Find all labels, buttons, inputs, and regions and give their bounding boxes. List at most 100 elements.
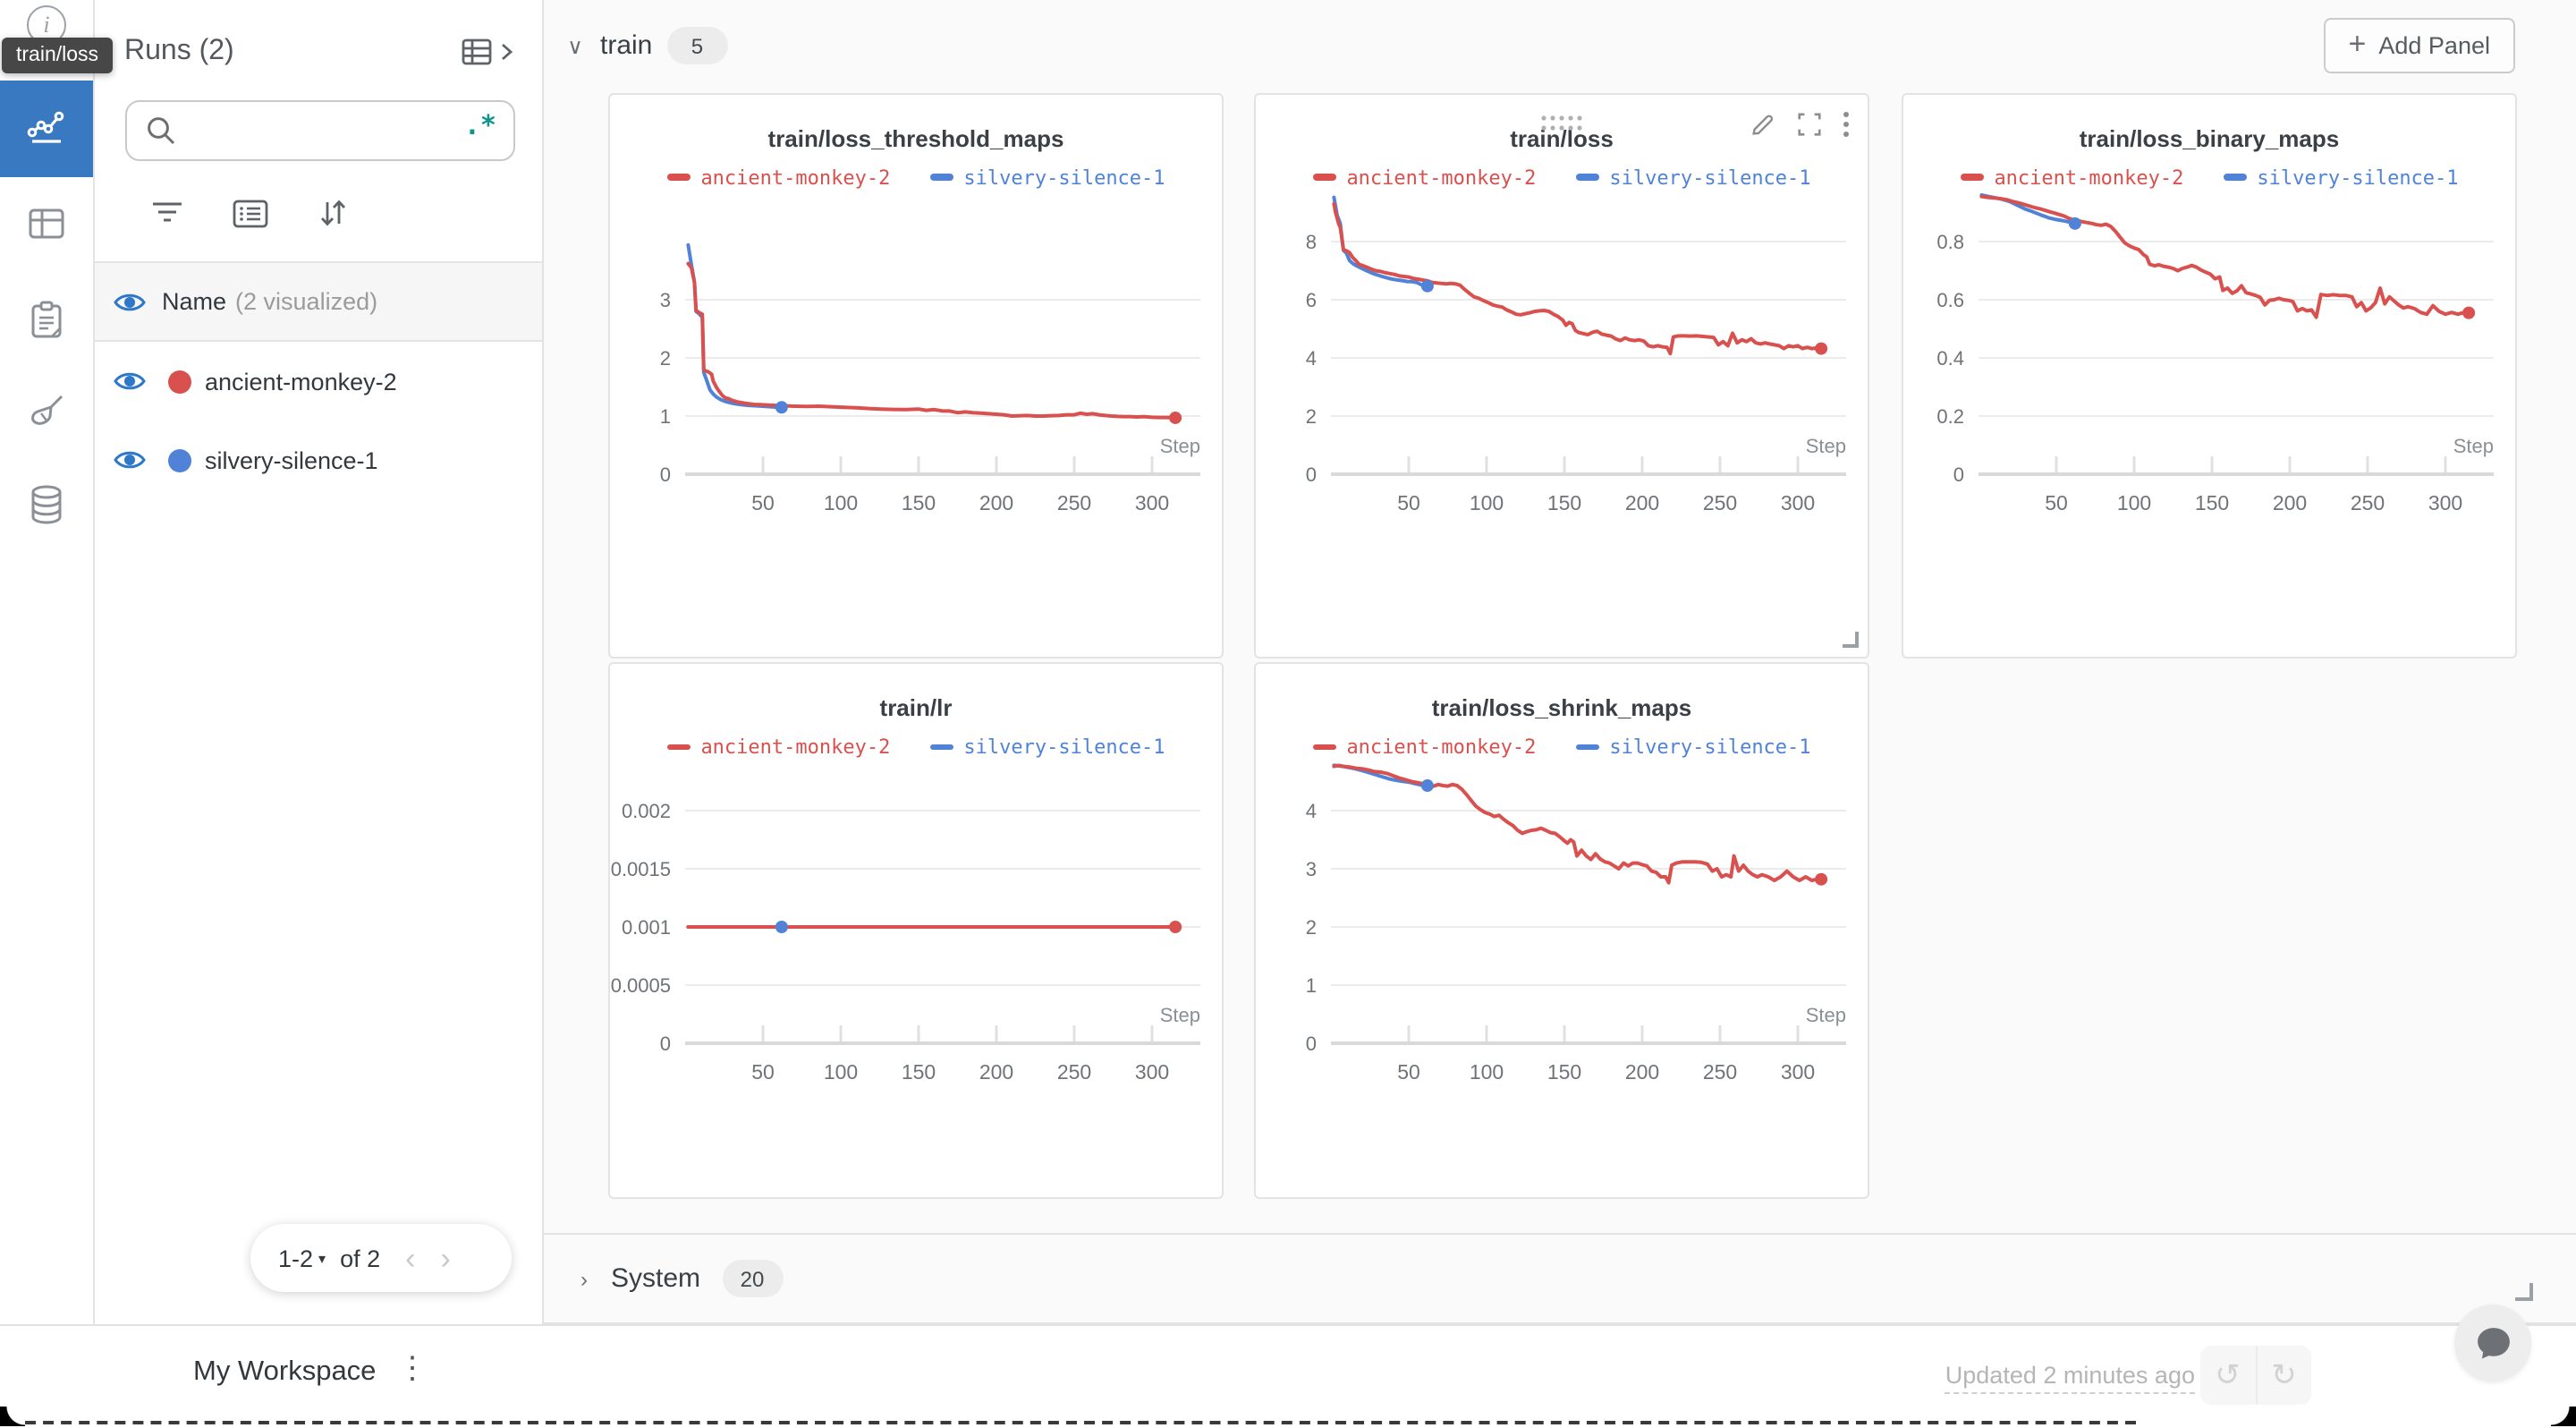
filter-runs-button[interactable] bbox=[144, 190, 191, 236]
expand-runs-table-button[interactable] bbox=[461, 38, 513, 66]
svg-text:1: 1 bbox=[1306, 974, 1317, 997]
regex-toggle[interactable]: .* bbox=[463, 109, 496, 141]
next-page-button[interactable]: › bbox=[440, 1241, 451, 1275]
legend-run-name: ancient-monkey-2 bbox=[1994, 166, 2184, 189]
legend-item[interactable]: ancient-monkey-2 bbox=[666, 166, 890, 189]
chart-legend: ancient-monkey-2 silvery-silence-1 bbox=[1256, 166, 1868, 189]
svg-text:250: 250 bbox=[2351, 490, 2385, 514]
legend-item[interactable]: silvery-silence-1 bbox=[2223, 166, 2459, 189]
prev-page-button[interactable]: ‹ bbox=[405, 1241, 416, 1275]
run-color-dot bbox=[167, 370, 191, 393]
left-nav-rail bbox=[0, 0, 94, 1324]
nav-charts-tab[interactable] bbox=[0, 81, 92, 177]
table-icon bbox=[29, 208, 64, 239]
x-axis-label: Step bbox=[1806, 1004, 1846, 1026]
svg-text:300: 300 bbox=[2428, 490, 2462, 514]
legend-swatch bbox=[929, 174, 953, 181]
svg-text:0: 0 bbox=[1953, 463, 1964, 485]
updated-timestamp[interactable]: Updated 2 minutes ago bbox=[1945, 1362, 2195, 1394]
chart-plot[interactable]: 0 0.2 0.4 0.6 0.8 50 100 150 200 250 300 Step bbox=[1903, 94, 2515, 656]
legend-item[interactable]: ancient-monkey-2 bbox=[1312, 735, 1536, 759]
svg-text:0.4: 0.4 bbox=[1936, 346, 1964, 369]
nav-notes-tab[interactable] bbox=[0, 297, 92, 344]
chart-plot[interactable]: 0 2 4 6 8 50 100 150 200 250 300 Step bbox=[1256, 94, 1868, 656]
chart-panel[interactable]: train/loss_binary_maps ancient-monkey-2 si… bbox=[1902, 92, 2517, 658]
add-panel-label: Add Panel bbox=[2378, 32, 2490, 59]
run-row[interactable]: ancient-monkey-2 bbox=[94, 342, 541, 421]
legend-swatch bbox=[666, 744, 691, 751]
svg-text:100: 100 bbox=[1470, 1060, 1504, 1084]
chart-plot[interactable]: 0 1 2 3 4 50 100 150 200 250 300 Step bbox=[1256, 664, 1868, 1197]
chart-panel[interactable]: train/lr ancient-monkey-2 silvery-silence-… bbox=[608, 662, 1224, 1199]
chart-panel[interactable]: train/loss ancient-monkey-2 silvery-silenc… bbox=[1254, 92, 1869, 658]
chat-bubble-icon bbox=[2477, 1327, 2509, 1358]
chevron-right-icon bbox=[501, 43, 513, 61]
svg-text:250: 250 bbox=[1703, 1060, 1737, 1084]
workspace-menu-kebab-icon[interactable]: ⋮ bbox=[397, 1351, 428, 1385]
runs-list-header[interactable]: Name (2 visualized) bbox=[94, 261, 541, 342]
edit-panel-pencil-icon[interactable] bbox=[1750, 110, 1776, 137]
visibility-eye-icon[interactable] bbox=[112, 447, 146, 472]
chart-plot[interactable]: 0 0.0005 0.001 0.0015 0.002 50 100 150 200 250 300… bbox=[610, 664, 1222, 1197]
workspace-title[interactable]: My Workspace bbox=[193, 1356, 377, 1387]
page-range-dropdown[interactable]: 1-2 bbox=[278, 1245, 314, 1271]
svg-text:2: 2 bbox=[1306, 916, 1317, 939]
legend-run-name: ancient-monkey-2 bbox=[1346, 735, 1537, 759]
svg-text:100: 100 bbox=[824, 490, 858, 514]
legend-item[interactable]: ancient-monkey-2 bbox=[666, 735, 890, 759]
legend-item[interactable]: silvery-silence-1 bbox=[1575, 735, 1811, 759]
legend-item[interactable]: silvery-silence-1 bbox=[929, 735, 1165, 759]
run-color-dot bbox=[167, 448, 191, 472]
bottom-bar: My Workspace ⋮ Updated 2 minutes ago ↺ ↻ bbox=[0, 1324, 2576, 1428]
svg-text:150: 150 bbox=[1547, 490, 1581, 514]
search-icon bbox=[147, 117, 174, 145]
history-controls: ↺ ↻ bbox=[2200, 1346, 2311, 1405]
panel-drag-handle[interactable] bbox=[1538, 108, 1585, 140]
nav-table-tab[interactable] bbox=[0, 200, 92, 247]
legend-swatch bbox=[1312, 174, 1336, 181]
svg-text:50: 50 bbox=[751, 490, 775, 514]
runs-toolbar bbox=[94, 186, 541, 240]
svg-text:200: 200 bbox=[979, 490, 1013, 514]
svg-text:4: 4 bbox=[1306, 800, 1317, 822]
group-runs-button[interactable] bbox=[226, 190, 273, 236]
nav-sweeps-tab[interactable] bbox=[0, 388, 92, 435]
legend-run-name: silvery-silence-1 bbox=[1609, 735, 1811, 759]
add-panel-button[interactable]: + Add Panel bbox=[2323, 18, 2515, 73]
clipboard-icon bbox=[31, 301, 61, 338]
runs-table-icon bbox=[461, 38, 491, 65]
nav-artifacts-tab[interactable] bbox=[0, 481, 92, 528]
run-search-input[interactable]: .* bbox=[124, 100, 514, 161]
chat-support-button[interactable] bbox=[2454, 1305, 2531, 1381]
run-name-label: ancient-monkey-2 bbox=[205, 368, 397, 395]
visibility-eye-icon[interactable] bbox=[112, 369, 146, 394]
section-resize-handle[interactable] bbox=[2515, 1283, 2533, 1301]
chevron-right-icon[interactable]: › bbox=[580, 1266, 588, 1291]
chart-title: train/loss_shrink_maps bbox=[1431, 694, 1692, 721]
chart-title: train/lr bbox=[879, 694, 953, 721]
svg-text:300: 300 bbox=[1135, 1060, 1169, 1084]
filter-icon bbox=[153, 202, 182, 222]
svg-text:150: 150 bbox=[902, 490, 936, 514]
panel-resize-handle[interactable] bbox=[1843, 631, 1859, 647]
caret-down-icon[interactable]: ▾ bbox=[318, 1250, 326, 1266]
legend-item[interactable]: ancient-monkey-2 bbox=[1960, 166, 2183, 189]
legend-item[interactable]: silvery-silence-1 bbox=[1575, 166, 1811, 189]
redo-button[interactable]: ↻ bbox=[2271, 1357, 2297, 1391]
svg-text:3: 3 bbox=[660, 288, 671, 310]
chevron-down-icon[interactable]: ∨ bbox=[567, 33, 583, 58]
legend-item[interactable]: ancient-monkey-2 bbox=[1312, 166, 1536, 189]
svg-text:300: 300 bbox=[1781, 1060, 1815, 1084]
legend-run-name: silvery-silence-1 bbox=[2257, 166, 2459, 189]
chart-panel[interactable]: train/loss_shrink_maps ancient-monkey-2 si… bbox=[1254, 662, 1869, 1199]
run-row[interactable]: silvery-silence-1 bbox=[94, 421, 541, 499]
chart-panel[interactable]: train/loss_threshold_maps ancient-monkey-… bbox=[608, 92, 1224, 658]
fullscreen-icon[interactable] bbox=[1796, 110, 1823, 137]
undo-button[interactable]: ↺ bbox=[2200, 1346, 2257, 1405]
legend-item[interactable]: silvery-silence-1 bbox=[929, 166, 1165, 189]
chart-plot[interactable]: 0 1 2 3 50 100 150 200 250 300 Step bbox=[610, 94, 1222, 656]
system-section-header[interactable]: › System 20 bbox=[543, 1233, 2576, 1324]
panel-menu-kebab-icon[interactable] bbox=[1843, 110, 1850, 137]
sort-runs-button[interactable] bbox=[309, 190, 355, 236]
visibility-eye-icon[interactable] bbox=[112, 289, 146, 314]
